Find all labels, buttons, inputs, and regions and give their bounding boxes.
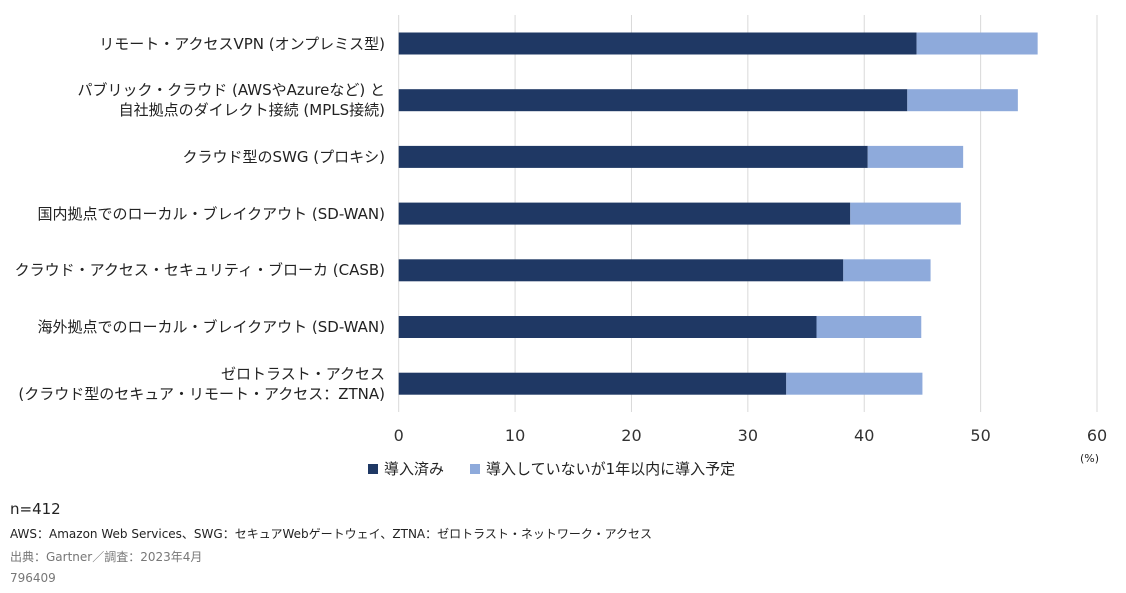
bar-chart: 0 10 20 30 40 50 60 [394, 15, 1107, 445]
category-label-line: 海外拠点でのローカル・ブレイクアウト (SD-WAN) [37, 318, 385, 336]
category-label: ゼロトラスト・アクセス (クラウド型のセキュア・リモート・アクセス：ZTNA) [18, 364, 385, 404]
x-tick-label: 40 [854, 426, 874, 445]
category-label-line: ゼロトラスト・アクセス [221, 364, 385, 383]
category-label: リモート・アクセスVPN (オンプレミス型) [99, 34, 385, 54]
footnote: AWS：Amazon Web Services、SWG：セキュアWebゲートウェ… [10, 527, 653, 541]
source: 出典：Gartner／調査：2023年4月 [10, 550, 203, 564]
bar-planned [916, 32, 1038, 55]
category-label-line: 国内拠点でのローカル・ブレイクアウト (SD-WAN) [37, 204, 385, 223]
bar-implemented [398, 372, 787, 395]
bar-implemented [398, 89, 908, 112]
legend-label: 導入していないが1年以内に導入予定 [486, 460, 736, 478]
bar-planned [786, 372, 923, 395]
x-tick-label: 20 [621, 426, 641, 445]
category-label: 海外拠点でのローカル・ブレイクアウト (SD-WAN) [37, 317, 385, 337]
chart-id: 796409 [10, 571, 56, 585]
x-tick-label: 10 [505, 426, 525, 445]
bar-implemented [398, 202, 851, 225]
bar-implemented [398, 259, 844, 282]
legend: 導入済み 導入していないが1年以内に導入予定 [368, 458, 735, 479]
bar-implemented [398, 316, 817, 338]
category-label-line: 自社拠点のダイレクト接続 (MPLS接続) [118, 101, 385, 120]
x-tick-label: 60 [1087, 426, 1107, 445]
category-label: 国内拠点でのローカル・ブレイクアウト (SD-WAN) [37, 204, 385, 224]
x-tick-label: 0 [394, 426, 404, 445]
category-label-line: リモート・アクセスVPN (オンプレミス型) [99, 34, 385, 53]
category-label: クラウド型のSWG (プロキシ) [183, 147, 385, 167]
bar-planned [907, 89, 1018, 112]
legend-item-planned: 導入していないが1年以内に導入予定 [470, 458, 735, 479]
category-label: パブリック・クラウド (AWSやAzureなど) と自社拠点のダイレクト接続 (… [78, 80, 385, 120]
sample-size: n=412 [10, 500, 61, 518]
category-label-line: クラウド型のSWG (プロキシ) [182, 147, 385, 166]
category-label: クラウド・アクセス・セキュリティ・ブローカ (CASB) [15, 260, 385, 280]
category-label-line: クラウド・アクセス・セキュリティ・ブローカ (CASB) [14, 261, 385, 280]
unit-label: (%) [1080, 452, 1100, 465]
bar-planned [867, 145, 964, 168]
category-label-line: パブリック・クラウド (AWSやAzureなど) と [77, 81, 385, 100]
bar-implemented [398, 32, 917, 55]
legend-swatch [368, 463, 378, 474]
x-tick-label: 50 [970, 426, 990, 445]
bar-planned [850, 202, 961, 225]
bar-planned [816, 316, 922, 338]
bar-planned [843, 259, 931, 282]
legend-swatch [470, 463, 481, 474]
bar-implemented [398, 145, 868, 168]
legend-item-implemented: 導入済み [368, 458, 444, 479]
category-label-line: (クラウド型のセキュア・リモート・アクセス：ZTNA) [18, 384, 385, 403]
legend-label: 導入済み [384, 460, 445, 478]
x-tick-label: 30 [738, 426, 758, 445]
